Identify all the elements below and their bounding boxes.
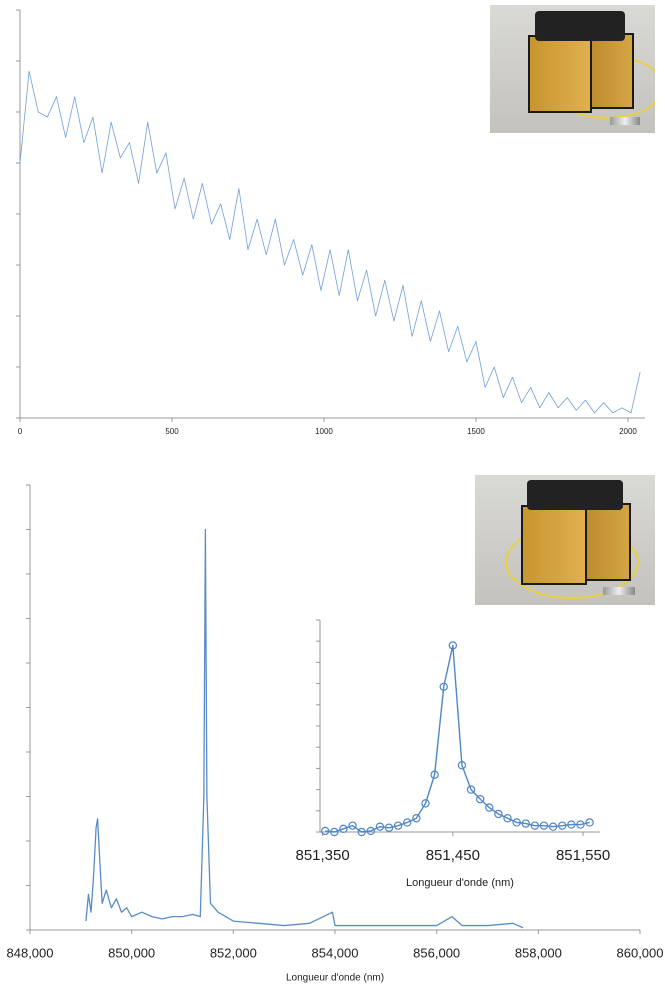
data-point <box>357 827 366 837</box>
connector <box>603 587 635 595</box>
data-point <box>521 819 530 828</box>
x-axis-label: Longueur d'onde (nm) <box>286 973 384 984</box>
x-tick-label: 852,000 <box>210 945 257 960</box>
x-tick-label: 2000 <box>619 427 637 436</box>
data-point <box>585 818 594 827</box>
cube-front <box>528 35 592 113</box>
x-tick-label: 850,000 <box>108 945 155 960</box>
data-point <box>330 827 339 837</box>
cube-top <box>535 11 625 41</box>
x-tick-label: 1500 <box>467 427 485 436</box>
data-point <box>430 770 439 779</box>
data-point <box>321 826 330 836</box>
data-point <box>339 824 348 834</box>
data-point <box>439 682 448 691</box>
product-photo <box>475 475 655 605</box>
data-point <box>485 803 494 812</box>
x-tick-label: 860,000 <box>617 945 664 960</box>
x-tick-label: 856,000 <box>413 945 460 960</box>
cube-front <box>521 505 587 585</box>
data-point <box>384 823 394 832</box>
product-photo <box>490 5 655 133</box>
data-point <box>512 818 521 827</box>
data-point <box>466 785 476 794</box>
x-axis-label: Longueur d'onde (nm) <box>406 877 514 889</box>
data-point <box>421 799 430 808</box>
data-point <box>567 820 576 829</box>
data-point <box>475 794 485 804</box>
data-point <box>558 821 567 830</box>
data-point <box>448 641 458 650</box>
data-point <box>503 814 512 823</box>
data-line <box>19 70 641 414</box>
x-tick-label: 851,550 <box>556 847 610 864</box>
x-tick-label: 851,350 <box>295 847 349 864</box>
cube-top <box>527 480 623 510</box>
x-tick-label: 848,000 <box>7 945 54 960</box>
x-tick-label: 851,450 <box>426 847 480 864</box>
data-point <box>494 809 503 819</box>
connector <box>610 117 640 125</box>
data-point <box>393 821 403 830</box>
x-tick-label: 854,000 <box>312 945 359 960</box>
data-point <box>348 821 357 830</box>
x-tick-label: 858,000 <box>515 945 562 960</box>
x-tick-label: 0 <box>18 427 23 436</box>
x-tick-label: 500 <box>165 427 179 436</box>
data-point <box>576 820 585 829</box>
data-point <box>412 814 421 823</box>
data-point <box>548 822 558 831</box>
data-point <box>375 822 385 831</box>
data-point <box>366 826 375 836</box>
x-tick-label: 1000 <box>315 427 333 436</box>
data-line <box>325 644 590 833</box>
data-point <box>539 821 549 830</box>
data-line <box>85 528 524 929</box>
data-point <box>457 761 467 770</box>
data-point <box>403 818 412 827</box>
data-point <box>530 821 540 830</box>
